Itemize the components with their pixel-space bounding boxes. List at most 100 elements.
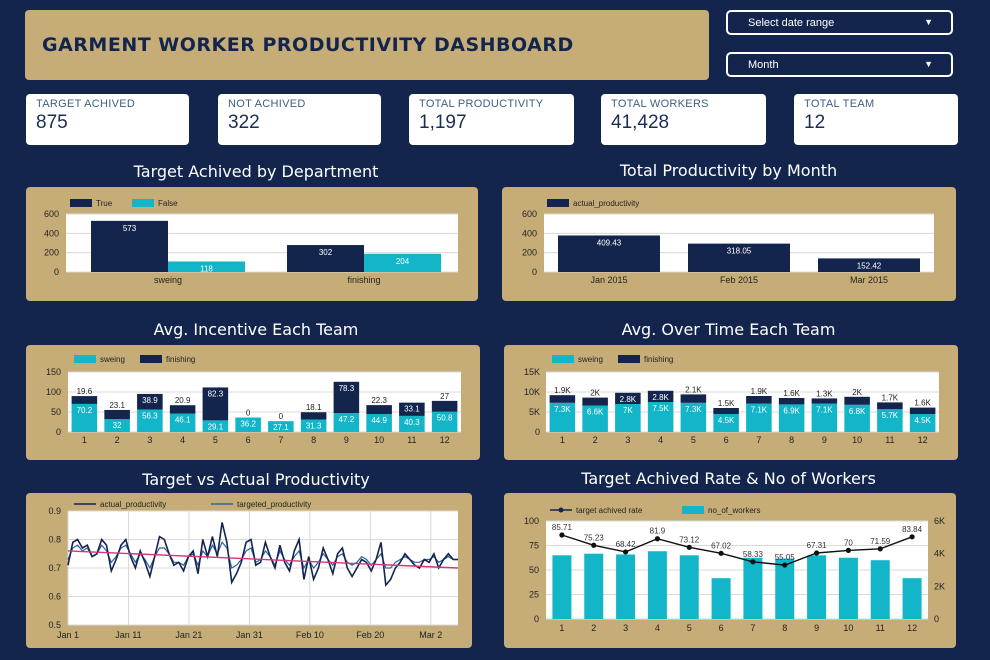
- y2-tick-label: 2K: [934, 581, 945, 591]
- bar: [711, 578, 731, 619]
- bar-segment: [778, 404, 805, 432]
- legend-label: False: [158, 199, 178, 208]
- x-tick-label: 11: [407, 435, 416, 445]
- y-tick-label: 0: [535, 427, 540, 437]
- bar: [558, 235, 660, 272]
- data-label: 118: [200, 264, 213, 273]
- x-tick-label: 1: [82, 435, 87, 445]
- line-marker: [845, 547, 852, 553]
- bar: [807, 555, 827, 619]
- x-tick-label: Jan 31: [236, 630, 263, 640]
- bar: [775, 558, 795, 619]
- y-tick-label: 5K: [529, 407, 540, 417]
- x-tick-label: 1: [560, 435, 565, 445]
- line-marker: [686, 544, 692, 550]
- y2-tick-label: 6K: [934, 516, 945, 526]
- data-label: 75.23: [584, 533, 605, 542]
- x-tick-label: finishing: [347, 275, 380, 285]
- bar: [870, 560, 890, 619]
- bar: [679, 555, 699, 619]
- y-tick-label: 0.8: [48, 535, 61, 545]
- bar-segment: [366, 405, 392, 415]
- data-label: 7.3K: [554, 405, 571, 414]
- data-label: 318.05: [727, 247, 752, 256]
- legend-label: targeted_productivity: [237, 500, 311, 509]
- legend-label: finishing: [166, 355, 195, 364]
- y-tick-label: 25: [529, 590, 539, 600]
- data-label: 67.31: [807, 541, 828, 550]
- data-label: 7.3K: [685, 405, 702, 414]
- data-label: 2.8K: [652, 393, 669, 402]
- data-label: 1.3K: [816, 389, 833, 398]
- bar-segment: [746, 396, 772, 404]
- data-label: 18.1: [306, 403, 322, 412]
- legend-swatch: [74, 355, 96, 363]
- period-label: Month: [748, 58, 779, 71]
- legend-swatch: [132, 199, 154, 207]
- legend-label: target achived rate: [576, 506, 643, 515]
- bar-segment: [746, 403, 772, 432]
- line-marker: [750, 559, 756, 565]
- bar-segment: [549, 395, 576, 403]
- data-label: 83.84: [902, 525, 923, 534]
- x-tick-label: 3: [623, 623, 628, 633]
- data-label: 1.9K: [554, 386, 571, 395]
- x-tick-label: 11: [876, 623, 885, 633]
- x-tick-label: sweing: [154, 275, 182, 285]
- legend-swatch: [618, 355, 640, 363]
- y-tick-label: 0.7: [48, 563, 61, 573]
- dashboard-title: GARMENT WORKER PRODUCTIVITY DASHBOARD: [42, 34, 574, 56]
- bar-segment: [399, 415, 425, 432]
- section-title-dept: Target Achived by Department: [133, 162, 379, 181]
- bar-segment: [549, 402, 576, 432]
- data-label: 1.5K: [718, 399, 735, 408]
- x-tick-label: Jan 1: [57, 630, 79, 640]
- bar-segment: [202, 387, 229, 421]
- data-label: 27.1: [273, 423, 289, 432]
- bar-segment: [137, 409, 163, 432]
- data-label: 46.1: [175, 416, 191, 425]
- date-range-dropdown[interactable]: Select date range ▼: [726, 10, 953, 35]
- x-tick-label: 6: [246, 435, 251, 445]
- chart-overtime: 0 5K 10K 15K sweing finishing 7.3K 1.9K 1 6.6K 2K 2…: [524, 355, 939, 445]
- data-label: 68.42: [616, 540, 637, 549]
- x-tick-label: 8: [782, 623, 787, 633]
- y-tick-label: 15K: [524, 367, 540, 377]
- y2-tick-label: 4K: [934, 549, 945, 559]
- line-marker: [718, 550, 724, 556]
- period-dropdown[interactable]: Month ▼: [726, 52, 953, 77]
- bar-segment: [333, 413, 360, 432]
- bar-segment: [909, 407, 936, 414]
- bar: [616, 554, 636, 619]
- date-range-label: Select date range: [748, 16, 835, 29]
- bar-segment: [169, 413, 196, 432]
- x-tick-label: 4: [658, 435, 663, 445]
- kpi-card-target-achived: TARGET ACHIVED 875: [26, 94, 189, 145]
- kpi-card-total-workers: TOTAL WORKERS 41,428: [601, 94, 766, 145]
- legend-label: actual_productivity: [573, 199, 639, 208]
- x-tick-label: Jan 2015: [590, 275, 627, 285]
- bar: [168, 261, 245, 272]
- kpi-label: TARGET ACHIVED: [36, 98, 136, 110]
- y-tick-label: 600: [522, 209, 537, 219]
- y-tick-label: 0.6: [48, 592, 61, 602]
- y-tick-label: 100: [46, 387, 61, 397]
- x-tick-label: Mar 2: [419, 630, 442, 640]
- bar-segment: [235, 417, 261, 432]
- y-tick-label: 50: [51, 407, 61, 417]
- y-tick-label: 600: [44, 209, 59, 219]
- kpi-value: 875: [36, 112, 68, 133]
- legend-label: finishing: [644, 355, 673, 364]
- bar-segment: [615, 392, 641, 404]
- line-marker: [591, 542, 597, 548]
- kpi-value: 1,197: [419, 112, 467, 133]
- bar-segment: [680, 394, 707, 403]
- bar-segment: [300, 419, 327, 432]
- y-tick-label: 0: [56, 427, 61, 437]
- x-tick-label: 10: [852, 435, 862, 445]
- chart-panel-month: 0 200 400 600 actual_productivity 409.43 Jan 2…: [502, 187, 956, 301]
- y-tick-label: 100: [524, 516, 539, 526]
- x-tick-label: 8: [789, 435, 794, 445]
